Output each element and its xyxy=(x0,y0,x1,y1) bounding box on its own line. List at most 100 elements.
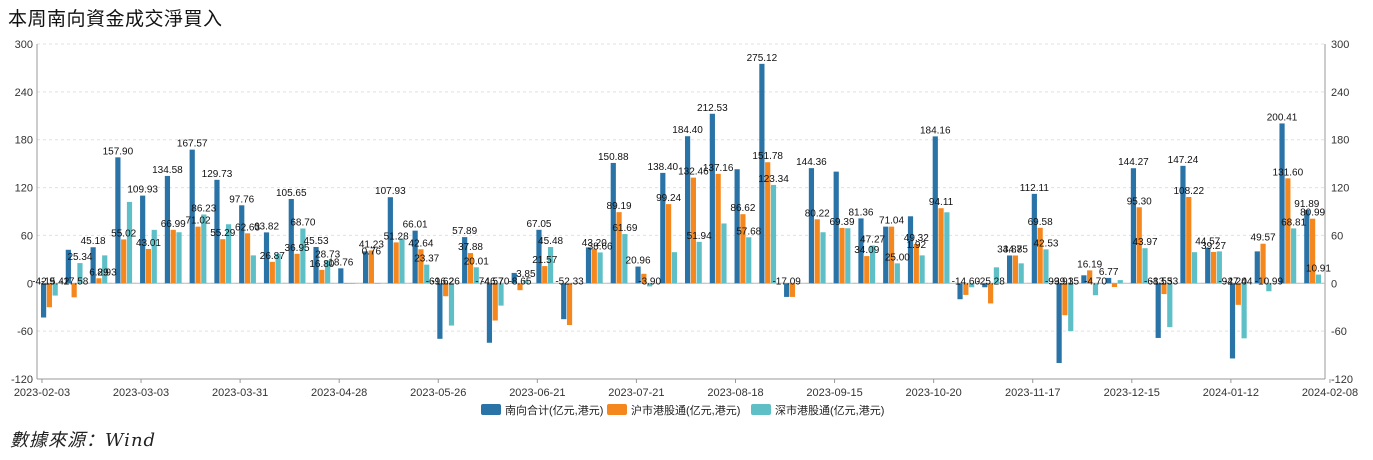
bar-series-2-43 xyxy=(1117,280,1123,284)
data-label: 0.76 xyxy=(362,246,382,257)
bar-series-0-24 xyxy=(635,266,641,284)
bar-series-1-29 xyxy=(765,162,771,284)
bar-series-2-23 xyxy=(622,234,628,284)
bar-series-2-38 xyxy=(993,267,1000,284)
bar-series-2-24 xyxy=(647,283,653,287)
bar-series-1-0 xyxy=(46,283,52,308)
x-tick-label: 2023-03-31 xyxy=(212,387,268,399)
data-label: 86.62 xyxy=(730,203,755,214)
data-label: -39.35 xyxy=(1051,276,1080,287)
bar-series-0-32 xyxy=(833,171,839,284)
bar-series-1-28 xyxy=(740,214,746,284)
data-label: 107.93 xyxy=(375,186,406,197)
data-label: 39.27 xyxy=(1201,241,1226,252)
bar-series-1-34 xyxy=(888,226,895,284)
bar-series-2-12 xyxy=(349,283,356,284)
data-label: 69.58 xyxy=(1028,217,1053,228)
bar-series-2-14 xyxy=(399,238,405,284)
data-label: 8.93 xyxy=(97,267,117,278)
data-label: 38.66 xyxy=(588,241,613,252)
data-label: 157.90 xyxy=(103,146,134,157)
x-tick-label: 2024-01-12 xyxy=(1203,387,1259,399)
y-tick-left: -120 xyxy=(11,374,33,386)
bar-series-0-22 xyxy=(585,247,592,284)
data-label: -99.91 xyxy=(1045,276,1074,287)
data-label: -69.62 xyxy=(426,276,455,287)
bar-series-1-27 xyxy=(715,173,721,284)
x-tick-label: 2023-08-18 xyxy=(707,387,763,399)
bar-series-1-10 xyxy=(294,253,300,284)
data-label: 109.93 xyxy=(127,185,158,196)
bar-series-0-2 xyxy=(90,247,96,284)
bar-series-1-24 xyxy=(641,273,647,284)
data-label: -74.57 xyxy=(475,276,504,287)
legend-swatch-1 xyxy=(607,404,627,415)
bar-series-1-25 xyxy=(666,204,672,284)
bar-series-0-23 xyxy=(610,162,616,284)
data-label: 45.18 xyxy=(81,236,106,247)
bar-series-2-51 xyxy=(1315,274,1322,284)
bar-series-1-23 xyxy=(616,212,622,284)
x-tick-label: 2023-03-03 xyxy=(113,387,169,399)
bar-series-1-40 xyxy=(1037,227,1043,284)
data-label: 132.46 xyxy=(678,167,709,178)
data-label: -4.70 xyxy=(1084,276,1107,287)
data-label: 99.24 xyxy=(656,193,681,204)
data-label: -52.33 xyxy=(555,276,584,287)
data-label: 112.11 xyxy=(1020,183,1050,194)
bar-series-2-36 xyxy=(944,212,950,284)
bar-series-1-49 xyxy=(1260,243,1266,284)
bar-series-1-31 xyxy=(814,219,820,284)
bar-series-2-1 xyxy=(77,263,83,284)
bar-series-0-1 xyxy=(65,249,71,284)
data-label: 57.68 xyxy=(736,226,761,237)
bar-series-2-7 xyxy=(225,224,232,284)
bar-series-0-47 xyxy=(1205,247,1211,284)
bar-series-2-49 xyxy=(1266,283,1272,292)
bar-series-1-36 xyxy=(938,208,944,284)
data-label: 71.02 xyxy=(185,216,210,227)
bar-series-0-20 xyxy=(536,229,542,284)
legend-label-1: 沪市港股通(亿元,港元) xyxy=(631,403,740,417)
bar-series-2-30 xyxy=(795,283,801,284)
data-label: 16.80 xyxy=(309,259,334,270)
bar-series-0-15 xyxy=(412,230,418,284)
data-label: 49.32 xyxy=(904,233,929,244)
bar-series-2-46 xyxy=(1191,252,1198,284)
data-label: 25.00 xyxy=(885,252,910,263)
bar-series-1-1 xyxy=(71,283,77,298)
data-label: 123.34 xyxy=(758,174,789,185)
data-label: 20.01 xyxy=(464,256,489,267)
data-label: 131.60 xyxy=(1273,167,1304,178)
y-tick-right: 120 xyxy=(1331,183,1349,195)
data-label: 37.88 xyxy=(458,242,483,253)
bar-series-2-11 xyxy=(325,260,331,284)
data-label: -10.99 xyxy=(1255,276,1284,287)
data-label: 144.27 xyxy=(1118,157,1149,168)
bar-series-2-15 xyxy=(424,264,430,284)
data-label: 3.85 xyxy=(516,269,536,280)
bar-series-1-11 xyxy=(319,269,325,284)
data-label: 6.29 xyxy=(89,267,109,278)
x-axis: 2023-02-03 2023-03-03 2023-03-31 2023-04-28… xyxy=(14,282,1358,399)
data-label: 89.19 xyxy=(607,201,632,212)
data-label: 43.97 xyxy=(1133,237,1158,248)
bar-series-1-15 xyxy=(418,249,424,284)
bar-series-2-50 xyxy=(1291,228,1297,284)
bar-series-1-44 xyxy=(1136,207,1142,284)
bar-series-2-17 xyxy=(473,267,479,284)
data-label: 66.01 xyxy=(403,220,428,231)
x-tick-label: 2023-02-03 xyxy=(14,387,70,399)
data-label: 150.88 xyxy=(598,152,629,163)
data-label: 21.57 xyxy=(532,255,557,266)
bar-series-0-5 xyxy=(164,175,171,284)
bar-series-2-0 xyxy=(52,283,58,296)
x-tick-label: 2023-06-21 xyxy=(509,387,565,399)
bar-series-2-18 xyxy=(498,283,504,306)
bar-series-2-40 xyxy=(1043,249,1049,284)
x-tick-label: 2023-07-21 xyxy=(608,387,664,399)
data-label: 94.11 xyxy=(929,197,954,208)
bar-series-1-14 xyxy=(393,242,399,284)
data-label: 144.36 xyxy=(796,157,827,168)
bar-series-2-32 xyxy=(845,228,851,284)
